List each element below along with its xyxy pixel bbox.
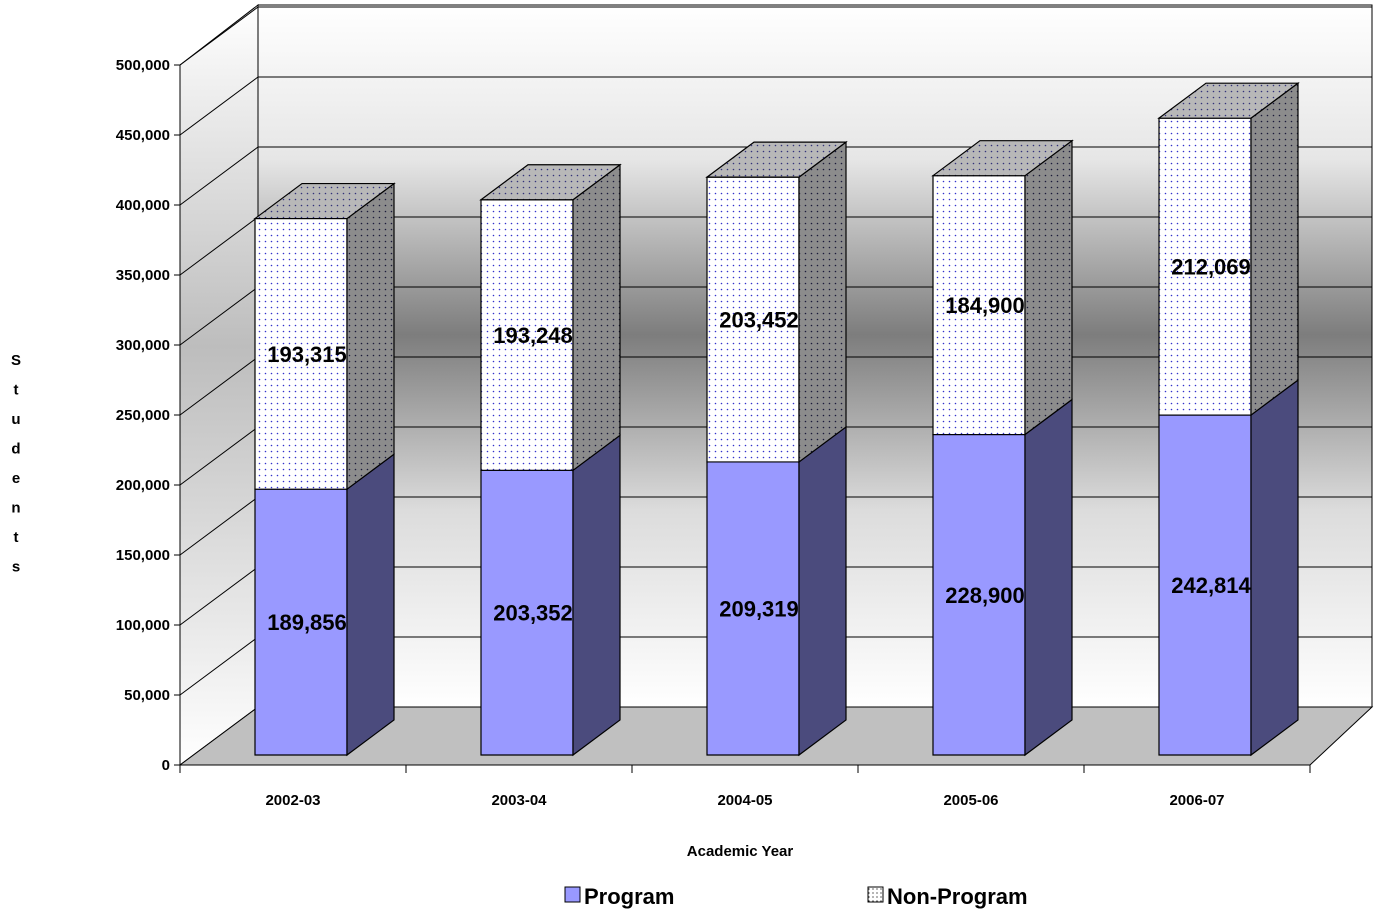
y-tick-label: 250,000: [116, 407, 170, 424]
bar-stack: [253, 182, 396, 757]
data-label: 203,352: [493, 601, 573, 626]
bar-non-program-top: [479, 164, 622, 201]
x-tick-label: 2002-03: [265, 792, 320, 809]
y-axis-title-letter: u: [11, 411, 20, 428]
y-axis-title-letter: s: [12, 559, 20, 576]
y-axis-title-letter: d: [11, 441, 20, 458]
bar-program-side: [572, 434, 621, 757]
y-tick-label: 300,000: [116, 337, 170, 354]
y-tick-label: 50,000: [124, 687, 170, 704]
gridline-side: [179, 76, 259, 136]
y-axis-title-letter: S: [11, 352, 21, 369]
y-tick-label: 150,000: [116, 547, 170, 564]
y-tick-label: 0: [162, 757, 170, 774]
legend-item-program: Program: [564, 884, 674, 909]
bar-stack: [1157, 81, 1300, 757]
legend: Program Non-Program: [564, 884, 1028, 909]
gridline-side: [179, 566, 259, 626]
y-tick-label: 200,000: [116, 477, 170, 494]
bar-non-program-side: [798, 140, 847, 464]
data-label: 212,069: [1171, 255, 1251, 280]
x-axis-title: Academic Year: [687, 843, 794, 860]
x-tick-label: 2006-07: [1169, 792, 1224, 809]
side-wall: [179, 3, 259, 766]
bar-non-program-top: [705, 141, 848, 178]
y-axis-title-letter: t: [14, 382, 19, 399]
bar-non-program-top: [253, 182, 396, 220]
bar-non-program-top: [931, 140, 1074, 177]
data-label: 203,452: [719, 308, 799, 333]
x-axis: 2002-03 2003-04 2004-05 2005-06 2006-07: [179, 764, 1311, 809]
bar-non-program-side: [346, 182, 395, 491]
gridline-side: [179, 146, 259, 206]
data-label: 184,900: [945, 293, 1025, 318]
gridline-side: [179, 636, 259, 696]
y-tick-label: 400,000: [116, 197, 170, 214]
y-axis: 0 50,000 100,000 150,000 200,000 250,000 300,0…: [116, 57, 181, 774]
bar-stack: [479, 163, 622, 757]
bar-non-program-side: [1024, 139, 1073, 436]
y-axis-title-letter: t: [14, 529, 19, 546]
data-label: 189,856: [267, 610, 347, 635]
bar-program-side: [1250, 378, 1299, 757]
bar-stack: [705, 140, 848, 757]
gridline-side: [179, 6, 259, 66]
gridline-side: [179, 216, 259, 276]
bar-non-program-top: [1157, 82, 1300, 119]
data-label: 228,900: [945, 583, 1025, 608]
data-label: 193,248: [493, 323, 573, 348]
y-axis-title-letter: e: [12, 470, 20, 487]
y-tick-label: 100,000: [116, 617, 170, 634]
x-tick-label: 2005-06: [943, 792, 998, 809]
legend-label-program: Program: [584, 884, 674, 909]
bars: [253, 81, 1300, 757]
x-tick-label: 2003-04: [491, 792, 547, 809]
bar-non-program-side: [1250, 81, 1299, 417]
data-label: 242,814: [1171, 573, 1251, 598]
bar-non-program-side: [572, 163, 621, 472]
data-label: 209,319: [719, 596, 799, 621]
bar-program-side: [1024, 398, 1073, 757]
y-tick-label: 500,000: [116, 57, 170, 74]
x-tick-label: 2004-05: [717, 792, 772, 809]
gridline-side: [179, 426, 259, 486]
y-axis-title-letter: n: [11, 500, 20, 517]
gridline-side: [179, 356, 259, 416]
legend-swatch-program: [564, 886, 581, 903]
legend-swatch-non-program: [867, 886, 884, 903]
bar-stack: [931, 139, 1074, 757]
bar-program-side: [346, 453, 395, 757]
bar-program-side: [798, 425, 847, 757]
data-label: 193,315: [267, 342, 347, 367]
y-tick-label: 450,000: [116, 127, 170, 144]
gridline-side: [179, 496, 259, 556]
data-labels: 189,856 193,315 203,352 193,248 209,319 203,4…: [267, 255, 1251, 635]
y-tick-label: 350,000: [116, 267, 170, 284]
legend-item-non-program: Non-Program: [867, 884, 1028, 909]
legend-label-non-program: Non-Program: [887, 884, 1028, 909]
gridline-side: [179, 286, 259, 346]
